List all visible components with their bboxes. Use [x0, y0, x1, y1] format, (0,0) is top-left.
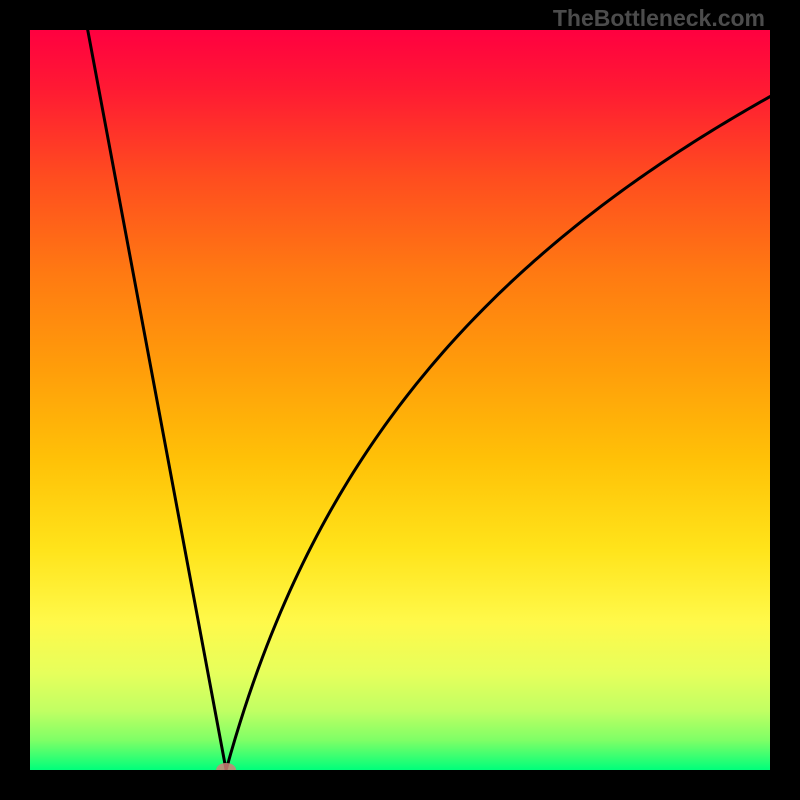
watermark-label: TheBottleneck.com: [553, 5, 765, 32]
